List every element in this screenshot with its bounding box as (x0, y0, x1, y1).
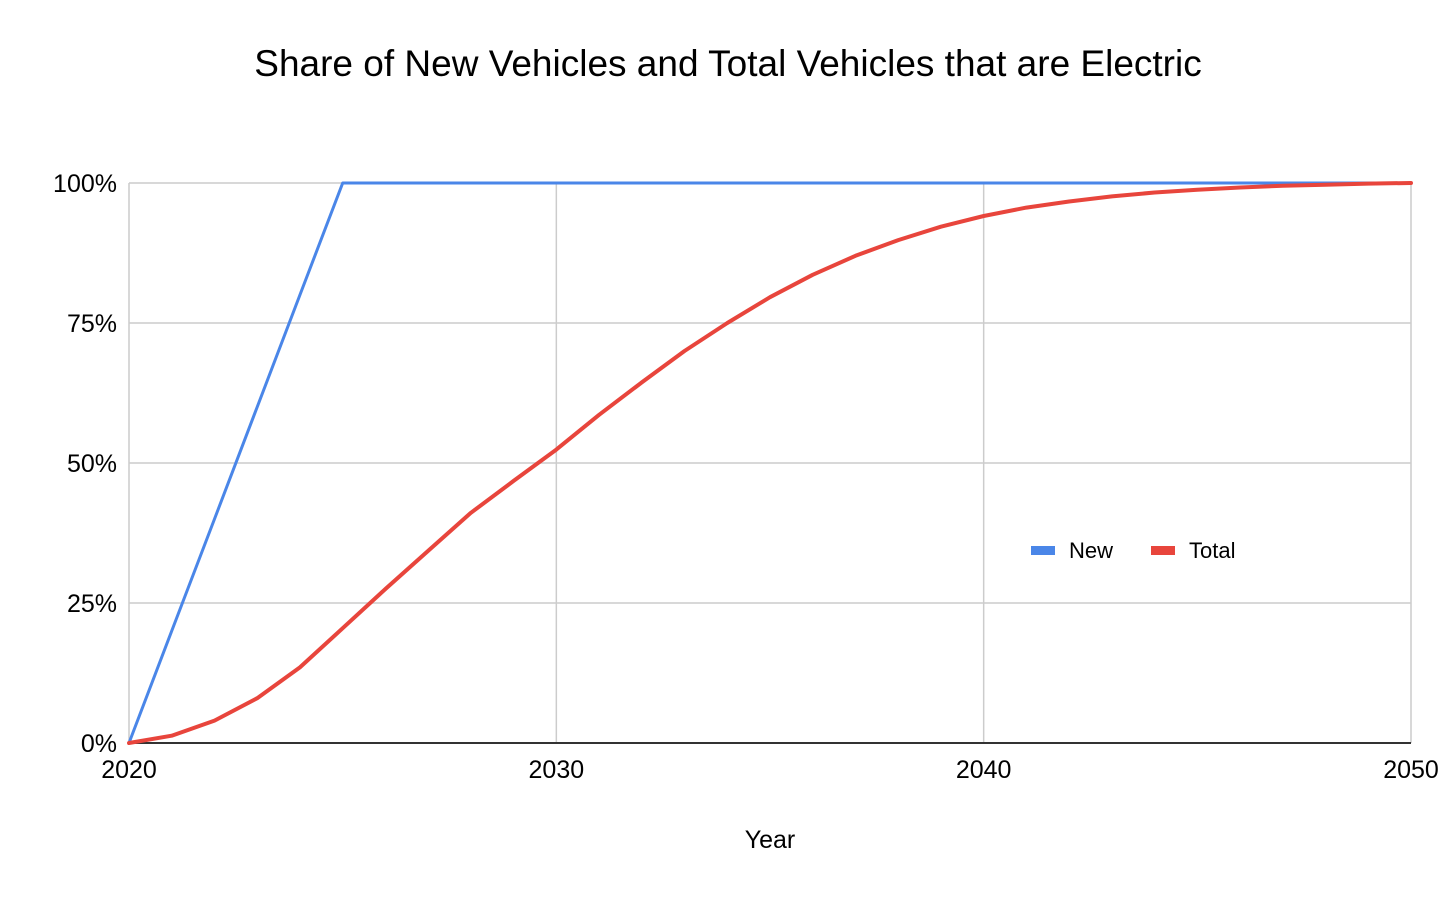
y-tick-label: 25% (67, 590, 117, 618)
legend-swatch-new (1031, 546, 1055, 555)
axes: 0% 25% 50% 75% 100% 2020 2030 2040 2050 (53, 170, 1439, 784)
x-tick-label: 2040 (956, 756, 1012, 784)
x-tick-label: 2030 (529, 756, 585, 784)
series-line-new (127, 181, 1413, 745)
x-tick-label: 2050 (1383, 756, 1439, 784)
chart-title: Share of New Vehicles and Total Vehicles… (254, 43, 1201, 84)
legend-label-new: New (1069, 538, 1113, 563)
series-line-total (127, 181, 1413, 745)
y-tick-label: 0% (81, 730, 117, 758)
y-tick-label: 50% (67, 450, 117, 478)
grid-lines (128, 182, 1412, 743)
legend: New Total (1031, 538, 1235, 563)
x-tick-label: 2020 (101, 756, 157, 784)
legend-swatch-total (1151, 546, 1175, 555)
x-axis-label: Year (745, 826, 796, 854)
y-tick-label: 100% (53, 170, 117, 198)
y-tick-label: 75% (67, 310, 117, 338)
series-lines (127, 181, 1413, 745)
legend-label-total: Total (1189, 538, 1235, 563)
